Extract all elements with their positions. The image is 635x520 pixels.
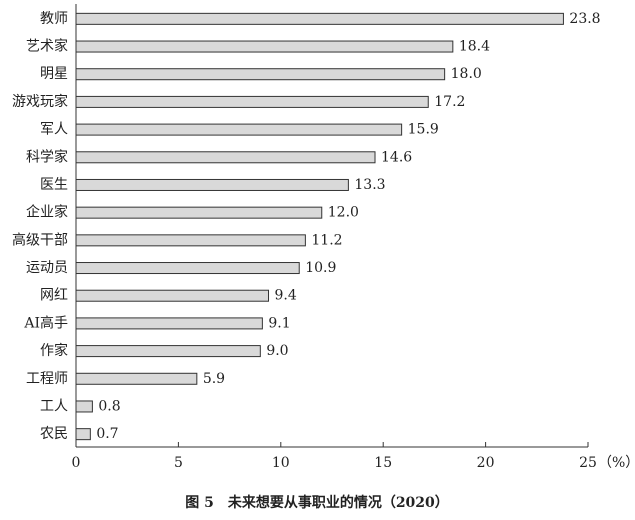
- x-tick-label: 0: [72, 455, 81, 471]
- bar: [75, 289, 270, 302]
- x-tick-label: 15: [374, 455, 392, 471]
- bar: [75, 345, 261, 358]
- category-label: 游戏玩家: [12, 93, 68, 110]
- category-label: 工人: [40, 398, 68, 414]
- value-label: 14.6: [381, 149, 412, 165]
- category-label: 作家: [40, 342, 68, 359]
- bar: [75, 206, 323, 219]
- bar: [75, 262, 300, 275]
- x-tick-label: 25: [579, 455, 597, 471]
- bar: [75, 40, 454, 53]
- bar: [75, 317, 263, 330]
- category-label: 高级干部: [12, 231, 68, 248]
- category-label: 网红: [40, 288, 68, 304]
- value-label: 18.4: [459, 39, 490, 55]
- bar: [75, 12, 564, 25]
- value-label: 18.0: [451, 66, 482, 82]
- category-label: 教师: [40, 11, 68, 27]
- value-label: 9.4: [275, 288, 297, 304]
- value-label: 9.1: [268, 315, 290, 331]
- value-label: 9.0: [266, 343, 288, 359]
- bar: [75, 68, 446, 81]
- value-label: 0.7: [96, 426, 118, 442]
- chart-title: 图 5 未来想要从事职业的情况（2020）: [185, 494, 449, 511]
- value-label: 15.9: [408, 122, 439, 138]
- value-label: 23.8: [569, 11, 600, 27]
- value-label: 12.0: [328, 205, 359, 221]
- bar: [75, 95, 429, 108]
- bar: [75, 372, 198, 385]
- category-label: 企业家: [26, 204, 68, 221]
- category-label: 军人: [40, 122, 68, 138]
- category-label: 艺术家: [26, 38, 68, 55]
- bar: [75, 123, 403, 136]
- bar: [75, 151, 376, 164]
- x-tick-label: 5: [174, 455, 183, 471]
- x-tick-label: 20: [477, 455, 495, 471]
- value-label: 17.2: [434, 94, 465, 110]
- category-label: AI高手: [23, 314, 68, 331]
- category-label: 科学家: [26, 148, 68, 165]
- value-label: 0.8: [98, 398, 120, 414]
- category-label: 明星: [40, 66, 68, 82]
- x-axis-label: （%）: [598, 455, 635, 471]
- value-label: 10.9: [305, 260, 336, 276]
- bar: [75, 234, 306, 247]
- category-label: 医生: [40, 177, 68, 193]
- bar: [75, 400, 93, 413]
- x-tick-label: 10: [272, 455, 290, 471]
- bar: [75, 428, 91, 441]
- category-label: 运动员: [26, 260, 68, 276]
- value-label: 5.9: [203, 371, 225, 387]
- category-label: 农民: [40, 426, 68, 442]
- bar: [75, 178, 349, 191]
- category-label: 工程师: [26, 371, 68, 387]
- value-label: 11.2: [311, 232, 342, 248]
- value-label: 13.3: [354, 177, 385, 193]
